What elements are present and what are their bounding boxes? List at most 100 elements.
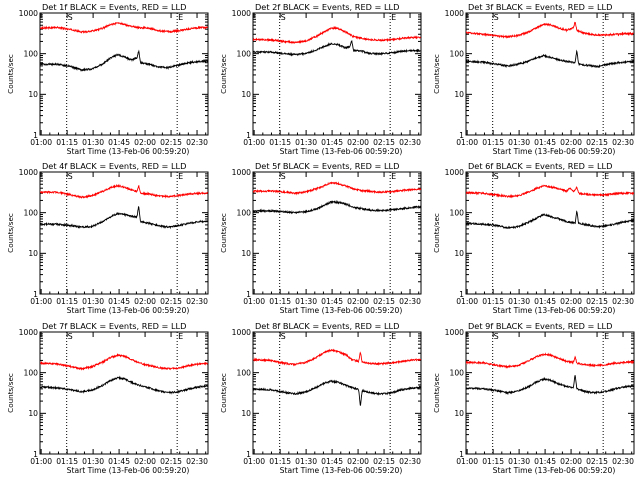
y-tick-label: 1 [246, 450, 251, 459]
series-line-lld [40, 183, 208, 199]
series-line-events [40, 49, 208, 72]
marker-label-s: S [494, 13, 499, 22]
y-axis-label: Counts/sec [6, 373, 15, 413]
x-tick-label: 01:30 [508, 297, 530, 306]
detector-panel-2: Det 2f BLACK = Events, RED = LLD 01:00 01:… [219, 2, 422, 156]
x-tick-label: 01:00 [456, 457, 478, 466]
panel-title: Det 4f BLACK = Events, RED = LLD [42, 161, 186, 171]
x-tick-label: 01:15 [56, 138, 78, 147]
x-tick-label: 02:00 [560, 457, 582, 466]
x-axis-label: Start Time (13-Feb-06 00:59:20) [280, 147, 403, 156]
y-tick-label: 100 [237, 208, 252, 217]
y-tick-label: 100 [24, 208, 39, 217]
x-tick-label: 01:45 [534, 457, 556, 466]
x-tick-label: 01:15 [269, 457, 291, 466]
y-tick-label: 10 [454, 249, 464, 258]
x-tick-label: 01:45 [534, 297, 556, 306]
detector-panel-8: Det 8f BLACK = Events, RED = LLD 01:00 01:… [219, 321, 422, 475]
y-tick-label: 1 [459, 450, 464, 459]
x-axis-label: Start Time (13-Feb-06 00:59:20) [493, 306, 616, 315]
x-tick-label: 02:15 [373, 457, 395, 466]
series-line-events [466, 210, 634, 230]
plot-frame [465, 171, 635, 295]
y-tick-label: 1000 [232, 328, 251, 337]
x-tick-label: 01:45 [321, 297, 343, 306]
x-tick-label: 02:15 [160, 138, 182, 147]
marker-label-s: S [68, 172, 73, 181]
y-axis-label: Counts/sec [6, 213, 15, 253]
x-tick-label: 02:00 [134, 457, 156, 466]
y-axis-label: Counts/sec [219, 54, 228, 94]
detector-panel-9: Det 9f BLACK = Events, RED = LLD 01:00 01:… [432, 321, 635, 475]
x-tick-label: 01:00 [456, 297, 478, 306]
panel-title: Det 1f BLACK = Events, RED = LLD [42, 2, 186, 12]
x-tick-label: 01:30 [82, 297, 104, 306]
plot-frame [39, 12, 209, 136]
x-tick-label: 01:00 [30, 138, 52, 147]
y-tick-label: 1 [459, 131, 464, 140]
y-tick-label: 1000 [19, 9, 38, 18]
marker-label-s: S [281, 332, 286, 341]
y-tick-label: 1000 [232, 9, 251, 18]
x-tick-label: 01:45 [321, 138, 343, 147]
detector-panel-1: Det 1f BLACK = Events, RED = LLD 01:00 01:… [6, 2, 209, 156]
x-tick-label: 01:00 [30, 297, 52, 306]
x-tick-label: 01:30 [295, 138, 317, 147]
y-axis-label: Counts/sec [432, 373, 441, 413]
series-line-lld [466, 184, 634, 199]
series-line-events [466, 49, 634, 69]
y-axis-label: Counts/sec [432, 54, 441, 94]
y-tick-label: 100 [24, 368, 39, 377]
panel-title: Det 2f BLACK = Events, RED = LLD [255, 2, 399, 12]
plot-frame [465, 12, 635, 136]
x-tick-label: 01:30 [295, 457, 317, 466]
y-axis-label: Counts/sec [219, 213, 228, 253]
series-line-lld [253, 25, 421, 45]
x-tick-label: 02:30 [186, 297, 208, 306]
plot-frame [39, 331, 209, 455]
marker-label-e: E [391, 13, 396, 22]
x-tick-label: 02:15 [160, 297, 182, 306]
marker-label-e: E [604, 13, 609, 22]
series-line-lld [40, 353, 208, 371]
x-tick-label: 01:30 [508, 457, 530, 466]
x-tick-label: 02:00 [347, 138, 369, 147]
x-axis-label: Start Time (13-Feb-06 00:59:20) [493, 147, 616, 156]
x-tick-label: 01:00 [243, 297, 265, 306]
y-tick-label: 1 [246, 290, 251, 299]
panel-title: Det 7f BLACK = Events, RED = LLD [42, 321, 186, 331]
x-axis-label: Start Time (13-Feb-06 00:59:20) [67, 147, 190, 156]
x-tick-label: 02:30 [612, 297, 634, 306]
x-tick-label: 01:45 [534, 138, 556, 147]
x-tick-label: 02:30 [399, 138, 421, 147]
y-tick-label: 100 [450, 368, 465, 377]
series-line-lld [253, 348, 421, 367]
series-line-events [40, 375, 208, 395]
x-tick-label: 02:00 [134, 138, 156, 147]
x-tick-label: 01:30 [295, 297, 317, 306]
series-line-lld [466, 21, 634, 39]
x-tick-label: 01:45 [108, 297, 130, 306]
x-tick-label: 02:00 [560, 138, 582, 147]
y-tick-label: 10 [241, 409, 251, 418]
series-line-events [253, 40, 421, 57]
y-tick-label: 1000 [19, 328, 38, 337]
y-tick-label: 10 [454, 90, 464, 99]
plot-frame [252, 12, 422, 136]
marker-label-e: E [604, 332, 609, 341]
marker-label-s: S [494, 172, 499, 181]
marker-label-e: E [178, 332, 183, 341]
x-tick-label: 01:45 [108, 457, 130, 466]
series-line-lld [253, 181, 421, 196]
series-line-events [253, 379, 421, 406]
x-tick-label: 01:15 [269, 297, 291, 306]
x-tick-label: 02:15 [586, 297, 608, 306]
marker-label-e: E [178, 13, 183, 22]
x-tick-label: 02:30 [612, 138, 634, 147]
y-tick-label: 100 [450, 49, 465, 58]
x-tick-label: 02:30 [612, 457, 634, 466]
x-tick-label: 01:15 [482, 297, 504, 306]
y-tick-label: 10 [28, 409, 38, 418]
marker-label-e: E [604, 172, 609, 181]
